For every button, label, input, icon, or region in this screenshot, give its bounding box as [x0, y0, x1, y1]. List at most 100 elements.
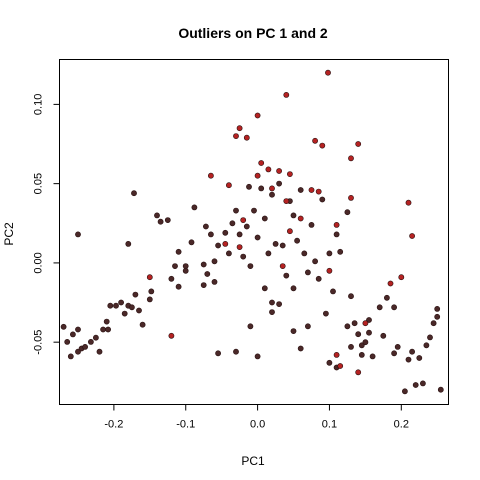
- data-point: [272, 240, 279, 247]
- data-point: [82, 343, 88, 350]
- data-point: [172, 263, 178, 269]
- data-point: [105, 326, 111, 333]
- data-point: [128, 304, 135, 311]
- data-point: [191, 204, 198, 211]
- outlier-point: [279, 263, 286, 269]
- data-point: [297, 345, 304, 352]
- x-tick-label: -0.2: [104, 419, 123, 431]
- outlier-point: [333, 351, 340, 358]
- data-point: [337, 248, 344, 255]
- data-point: [118, 299, 124, 306]
- data-point: [240, 253, 247, 260]
- outlier-point: [308, 187, 315, 193]
- outlier-point: [286, 171, 293, 177]
- data-point: [290, 328, 297, 334]
- outlier-point: [233, 133, 239, 139]
- data-point: [261, 285, 268, 292]
- data-point: [251, 207, 257, 214]
- data-point: [75, 326, 81, 333]
- data-point: [225, 250, 232, 257]
- data-point: [168, 275, 175, 282]
- outlier-point: [225, 182, 232, 189]
- data-point: [200, 261, 207, 268]
- data-point: [380, 332, 387, 339]
- outlier-point: [398, 274, 405, 281]
- outlier-point: [319, 142, 326, 149]
- y-tick-label: 0.00: [33, 252, 45, 273]
- data-point: [154, 212, 160, 219]
- data-point: [269, 299, 275, 306]
- data-point: [113, 302, 119, 309]
- data-point: [304, 323, 311, 330]
- data-point: [107, 302, 114, 309]
- data-point: [362, 339, 369, 346]
- data-point: [243, 223, 250, 230]
- data-point: [312, 258, 318, 265]
- x-axis: -0.2 -0.1 0.0 0.1 0.2: [104, 404, 409, 431]
- data-point: [75, 231, 81, 238]
- data-point: [229, 220, 236, 227]
- data-point: [437, 386, 444, 393]
- data-point: [383, 294, 390, 301]
- data-point: [297, 187, 304, 193]
- data-point: [290, 212, 297, 219]
- outlier-point: [207, 172, 214, 179]
- data-point: [164, 217, 171, 223]
- outlier-point: [243, 134, 250, 141]
- data-point: [358, 342, 365, 349]
- data-point: [148, 288, 155, 295]
- data-point: [423, 342, 430, 349]
- data-point: [355, 331, 362, 338]
- outlier-point: [409, 233, 415, 239]
- data-point: [211, 258, 218, 265]
- x-axis-label: PC1: [241, 454, 265, 468]
- data-point: [344, 323, 351, 330]
- data-point: [139, 321, 146, 328]
- data-point: [215, 242, 221, 249]
- data-point: [351, 320, 358, 327]
- data-point: [64, 338, 71, 345]
- data-point: [301, 250, 308, 257]
- data-point: [283, 272, 290, 279]
- data-point: [236, 231, 243, 238]
- data-point: [67, 353, 74, 360]
- data-point: [222, 229, 229, 236]
- data-point: [308, 221, 315, 228]
- data-point: [188, 239, 195, 246]
- data-point: [366, 329, 372, 336]
- outlier-point: [355, 141, 362, 147]
- x-tick-label: -0.1: [176, 419, 195, 431]
- data-point: [182, 267, 189, 274]
- data-point: [247, 323, 254, 330]
- data-point: [93, 334, 99, 341]
- data-point: [304, 269, 311, 276]
- outlier-point: [258, 160, 265, 166]
- x-tick-label: 0.0: [250, 419, 265, 431]
- data-point: [333, 231, 340, 238]
- outlier-point: [265, 166, 272, 173]
- data-point: [60, 323, 67, 330]
- data-point: [315, 275, 322, 282]
- outlier-point: [254, 112, 261, 119]
- outlier-point: [222, 240, 229, 247]
- data-point: [215, 350, 221, 357]
- data-point: [376, 304, 383, 311]
- data-point: [136, 307, 142, 314]
- data-point: [265, 250, 272, 257]
- data-point: [405, 356, 412, 363]
- data-point: [290, 285, 297, 292]
- data-point: [401, 388, 408, 395]
- data-point: [276, 301, 282, 307]
- data-point: [75, 348, 81, 355]
- data-point: [276, 180, 282, 187]
- outlier-point: [236, 125, 243, 132]
- outlier-point: [236, 244, 243, 250]
- outlier-point: [276, 168, 282, 174]
- data-point: [326, 250, 333, 257]
- outlier-point: [405, 199, 412, 206]
- outlier-point: [283, 198, 290, 204]
- data-points: [60, 69, 444, 395]
- outlier-point: [348, 155, 354, 162]
- outlier-point: [269, 185, 275, 192]
